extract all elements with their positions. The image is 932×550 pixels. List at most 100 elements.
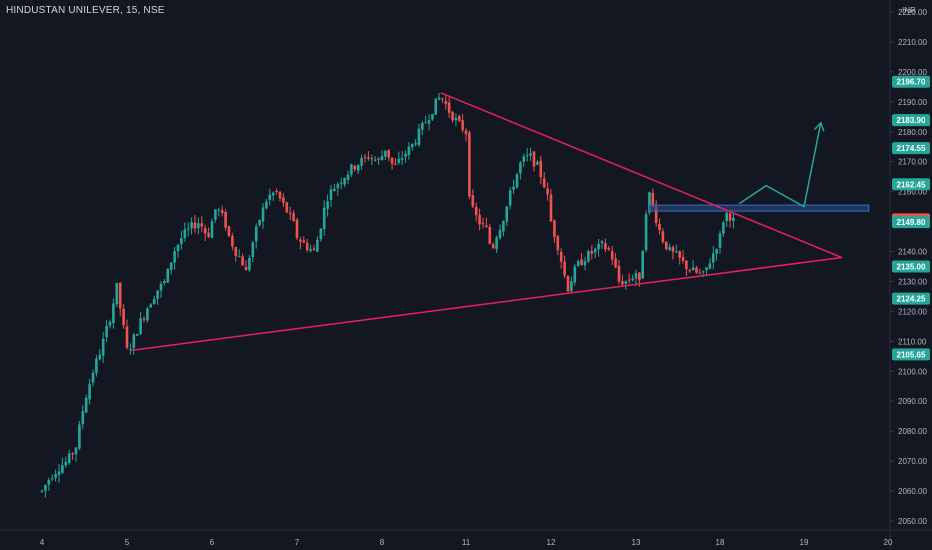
candle-body-up [675,251,678,253]
candle-body-up [176,244,180,252]
candle-body-down [532,151,536,167]
candle-body-up [404,153,407,157]
x-tick-label: 4 [40,538,45,547]
candle-body-up [115,283,119,305]
candle-body-up [515,173,519,188]
price-tag-box [892,348,930,361]
candle-body-down [627,279,631,281]
candle-body-up [725,212,729,222]
y-tick-label: 2060.00 [898,487,927,496]
candle-body-up [190,222,193,229]
time-axis[interactable]: 4 5 6 7 8 11 12 13 18 19 20 [0,529,932,547]
y-tick-label: 2130.00 [898,277,927,286]
candle-body-down [285,202,289,213]
candle-body-up [600,241,604,244]
candle-body-up [186,228,190,230]
candle-body-up [108,321,112,326]
candle-body-down [394,163,397,165]
candle-body-down [71,453,74,455]
candle-body-up [644,214,648,250]
candle-body-up [570,281,573,292]
candle-body-up [421,122,424,130]
candle-body-down [288,212,292,214]
candle-body-down [621,281,624,285]
candle-body-down [193,222,197,229]
candle-body-up [339,182,343,184]
candle-body-down [607,248,611,250]
candle-body-up [112,303,115,323]
candle-body-down [542,178,546,188]
candle-body-down [491,244,495,248]
candle-body-up [139,318,142,334]
candle-body-up [156,290,159,299]
candle-body-up [360,158,363,166]
candle-body-up [641,251,645,279]
price-tag-label: 2196.70 [897,78,926,87]
candle-body-up [248,257,251,271]
y-axis-grid [890,11,894,522]
price-tag-box [892,292,930,305]
candle-body-up [81,411,85,425]
candle-body-down [312,248,316,250]
candle-body-up [715,249,718,254]
price-tag-label: 2149.80 [897,218,926,227]
candle-body-up [384,150,387,157]
candle-body-up [410,143,414,148]
candle-body-up [525,155,529,157]
candle-body-down [447,102,451,113]
candle-body-up [261,207,265,222]
candle-body-up [101,338,105,356]
candle-body-down [658,223,661,231]
candle-body-up [152,298,156,304]
candle-body-down [678,250,681,258]
candle-body-down [142,318,146,320]
candle-body-down [367,157,370,159]
candle-body-up [88,384,91,400]
y-tick-label: 2090.00 [898,397,927,406]
candle-body-up [319,228,323,240]
candlestick-series [40,92,735,498]
candle-body-down [207,232,210,237]
x-tick-label: 12 [547,538,556,547]
candle-body-down [559,251,563,262]
y-tick-label: 2180.00 [898,128,927,137]
y-tick-label: 2080.00 [898,427,927,436]
candle-body-up [74,447,78,455]
x-tick-label: 11 [462,538,471,547]
candle-body-down [299,239,302,242]
candle-body-up [309,248,312,251]
y-tick-label: 2170.00 [898,158,927,167]
price-tag-box [892,75,930,88]
candle-body-up [522,156,526,162]
y-tick-label: 2110.00 [898,337,927,346]
candle-body-up [146,308,149,321]
currency-label: INR [902,6,916,15]
candle-body-down [695,267,698,273]
price-tag-box [892,178,930,191]
candle-body-up [417,128,421,145]
candle-body-down [244,266,248,271]
candle-body-down [444,100,448,105]
candle-body-up [78,424,81,449]
y-tick-label: 2100.00 [898,367,927,376]
price-tag-label: 2174.55 [897,144,926,153]
candle-body-down [610,250,614,260]
candle-body-down [549,194,553,222]
candle-body-down [488,227,492,244]
price-tag-label: 2105.65 [897,350,926,359]
candle-body-down [485,225,488,227]
candle-body-up [624,281,628,284]
symbol-title: HINDUSTAN UNILEVER, 15, NSE [6,5,165,16]
price-tag-box [892,216,930,229]
candle-body-down [566,276,570,292]
candle-body-down [654,206,658,223]
support-trendline [131,256,842,352]
candle-body-down [553,220,556,237]
candle-body-up [254,226,258,242]
candle-body-up [343,178,346,185]
candle-body-down [638,272,641,281]
candle-body-up [163,281,166,283]
candle-body-up [705,267,708,271]
candle-body-up [397,158,401,163]
